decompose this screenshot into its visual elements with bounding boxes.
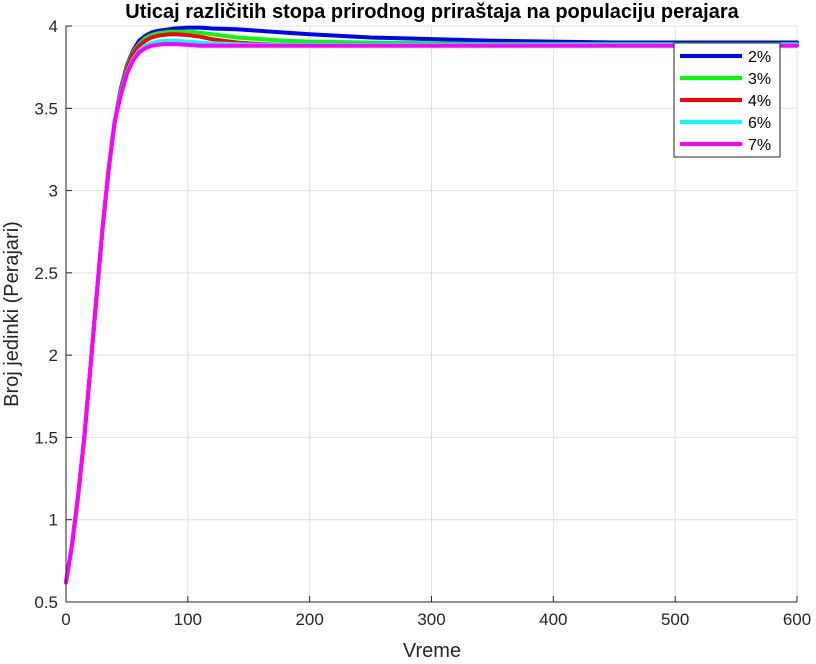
legend-label: 2% <box>748 49 771 66</box>
x-tick-label: 500 <box>661 610 689 629</box>
y-axis-label: Broj jedinki (Perajari) <box>1 221 23 407</box>
axes <box>65 25 798 603</box>
y-tick-label: 2 <box>49 346 58 365</box>
x-tick-label: 600 <box>783 610 811 629</box>
y-tick-label: 2.5 <box>34 264 58 283</box>
legend-label: 3% <box>748 71 771 88</box>
x-tick-label: 0 <box>61 610 70 629</box>
x-axis-label: Vreme <box>403 640 461 659</box>
legend-label: 7% <box>748 137 771 154</box>
series-line-5 <box>64 42 799 585</box>
y-tick-label: 1 <box>49 511 58 530</box>
tick-labels: 0 100 200 300 400 500 600 0.5 1 1.5 2 2.5 3 3.5 4 <box>34 17 811 629</box>
plot-lines <box>64 25 799 585</box>
x-tick-label: 300 <box>417 610 445 629</box>
legend-label: 6% <box>748 115 771 132</box>
legend: 2% 3% 4% 6% 7% <box>673 42 781 158</box>
x-tick-label: 400 <box>539 610 567 629</box>
y-tick-label: 3 <box>49 182 58 201</box>
y-tick-label: 3.5 <box>34 99 58 118</box>
x-tick-label: 200 <box>295 610 323 629</box>
y-tick-label: 4 <box>49 17 58 36</box>
chart-title: Uticaj različitih stopa prirodnog priraš… <box>125 1 739 23</box>
y-tick-label: 1.5 <box>34 428 58 447</box>
legend-label: 4% <box>748 93 771 110</box>
x-tick-label: 100 <box>174 610 202 629</box>
y-tick-label: 0.5 <box>34 593 58 612</box>
